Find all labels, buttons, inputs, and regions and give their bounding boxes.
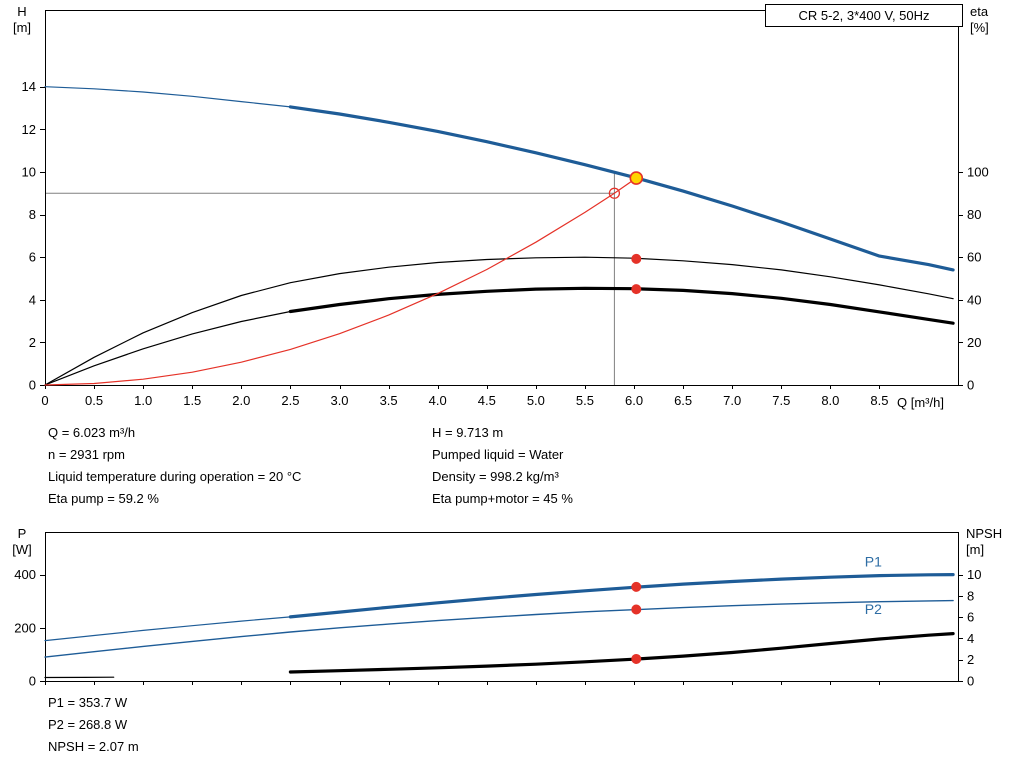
x-tick-label: 5.5 (576, 393, 594, 408)
right-tick-label: 0 (967, 674, 974, 689)
left-tick-label: 2 (29, 335, 36, 350)
curve-npsh (288, 631, 955, 674)
chart-hq: 0 0.5 1.0 1.5 2.0 2.5 3.0 3.5 4.0 4.5 5.0 5.5 6.0 6.5… (22, 10, 989, 408)
x-tick-label: 0.5 (85, 393, 103, 408)
marker-npsh-point (631, 653, 642, 664)
marker-requested-duty-point (608, 187, 621, 199)
x-tick-label: 0 (41, 393, 48, 408)
curve-system-curve (44, 177, 637, 386)
p-axis-unit: [W] (12, 542, 32, 557)
x-tick-label: 6.0 (625, 393, 643, 408)
left-tick-label: 4 (29, 292, 36, 307)
p-axis-name: P (17, 526, 27, 541)
info-column-left: Q = 6.023 m³/h n = 2931 rpm Liquid tempe… (48, 422, 301, 510)
q-axis-title: Q [m³/h] (897, 395, 944, 410)
h-axis-name: H (17, 4, 27, 19)
left-tick-label: 0 (29, 378, 36, 393)
left-tick-label: 200 (14, 620, 36, 635)
eta-axis-title: eta [%] (970, 4, 989, 36)
npsh-axis-title: NPSH [m] (966, 526, 1002, 558)
info-head: H = 9.713 m (432, 425, 504, 440)
info-eta-pump: Eta pump = 59.2 % (48, 491, 159, 506)
pump-title-box: CR 5-2, 3*400 V, 50Hz (765, 4, 963, 27)
npsh-axis-unit: [m] (966, 542, 985, 557)
left-tick-label: 8 (29, 207, 36, 222)
right-tick-label: 20 (967, 335, 981, 350)
right-tick-label: 40 (967, 292, 981, 307)
x-tick-label: 5.0 (527, 393, 545, 408)
left-tick-label: 12 (22, 122, 36, 137)
x-tick-label: 3.5 (380, 393, 398, 408)
marker-eta-pump-point (631, 253, 642, 264)
h-axis-title: H [m] (4, 4, 40, 36)
left-tick-label: 6 (29, 250, 36, 265)
plot-border (45, 10, 959, 386)
chart-power: 0 200 400 0 2 4 6 8 10 P1 P2 (14, 532, 981, 689)
right-tick-label: 80 (967, 207, 981, 222)
eta-axis-name: eta (970, 4, 989, 19)
x-tick-label: 4.0 (429, 393, 447, 408)
curve-eta-pump (44, 256, 954, 386)
h-axis-unit: [m] (12, 20, 32, 35)
curve-head-curve-low (44, 86, 291, 108)
x-tick-label: 1.5 (183, 393, 201, 408)
eta-axis-unit: [%] (970, 20, 989, 35)
info-density: Density = 998.2 kg/m³ (432, 469, 559, 484)
result-p2: P2 = 268.8 W (48, 717, 128, 732)
info-liquid-temperature: Liquid temperature during operation = 20… (48, 469, 302, 484)
results-column: P1 = 353.7 W P2 = 268.8 W NPSH = 2.07 m (48, 692, 139, 758)
info-speed: n = 2931 rpm (48, 447, 125, 462)
result-p1: P1 = 353.7 W (48, 695, 128, 710)
left-tick-label: 0 (29, 674, 36, 689)
info-eta-pump-motor: Eta pump+motor = 45 % (432, 491, 573, 506)
marker-eta-pump-motor-point (631, 284, 642, 295)
left-tick-label: 400 (14, 567, 36, 582)
x-tick-label: 1.0 (134, 393, 152, 408)
curve-label-p2: P2 (865, 601, 882, 617)
x-tick-label: 4.5 (478, 393, 496, 408)
x-tick-label: 7.5 (772, 393, 790, 408)
right-tick-label: 6 (967, 610, 974, 625)
right-tick-label: 8 (967, 588, 974, 603)
x-tick-label: 8.0 (821, 393, 839, 408)
p-axis-title: P [W] (4, 526, 40, 558)
curve-p2 (44, 599, 954, 658)
curve-p1-low (44, 616, 291, 642)
npsh-axis-name: NPSH (966, 526, 1003, 541)
marker-p2-point (631, 604, 642, 615)
plot-border (45, 532, 959, 682)
right-tick-label: 2 (967, 652, 974, 667)
left-tick-label: 10 (22, 164, 36, 179)
info-column-right: H = 9.713 m Pumped liquid = Water Densit… (432, 422, 573, 510)
right-tick-label: 10 (967, 567, 981, 582)
marker-p1-point (631, 581, 642, 592)
right-tick-label: 4 (967, 631, 974, 646)
curve-label-p1: P1 (865, 554, 882, 570)
x-tick-label: 6.5 (674, 393, 692, 408)
x-tick-label: 2.0 (232, 393, 250, 408)
x-tick-label: 8.5 (870, 393, 888, 408)
result-npsh: NPSH = 2.07 m (48, 739, 139, 754)
marker-duty-point (629, 171, 644, 185)
x-tick-label: 3.0 (330, 393, 348, 408)
x-tick-label: 2.5 (281, 393, 299, 408)
left-tick-label: 14 (22, 79, 36, 94)
info-flow: Q = 6.023 m³/h (48, 425, 136, 440)
info-pumped-liquid: Pumped liquid = Water (432, 447, 564, 462)
curve-eta-pump-motor-low (44, 310, 291, 386)
right-tick-label: 60 (967, 250, 981, 265)
right-tick-label: 100 (967, 164, 989, 179)
right-tick-label: 0 (967, 378, 974, 393)
x-tick-label: 7.0 (723, 393, 741, 408)
curve-eta-pump-motor (288, 286, 955, 325)
